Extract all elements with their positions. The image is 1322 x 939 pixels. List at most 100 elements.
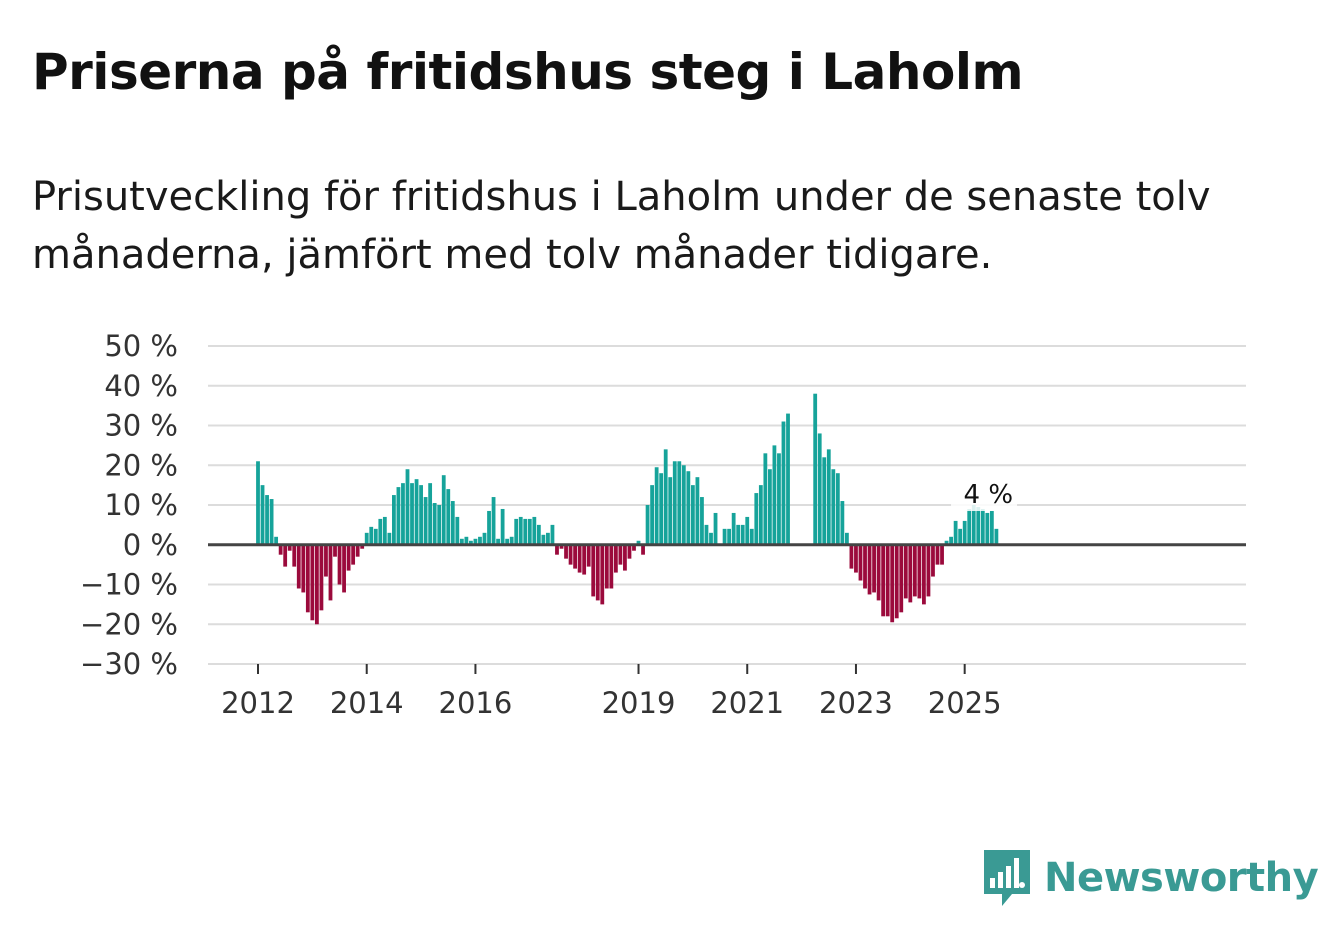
bar-negative bbox=[586, 544, 591, 567]
bar-positive bbox=[269, 499, 274, 545]
bar-positive bbox=[514, 518, 519, 545]
bar-negative bbox=[908, 544, 913, 603]
bar-negative bbox=[867, 544, 872, 595]
bar-positive bbox=[500, 508, 505, 545]
bar-positive bbox=[496, 538, 500, 545]
bar-negative bbox=[890, 544, 895, 623]
bar-positive bbox=[423, 497, 428, 545]
bar-positive bbox=[482, 532, 487, 545]
bar-positive bbox=[758, 485, 763, 545]
bar-positive bbox=[681, 465, 686, 545]
bar-negative bbox=[613, 544, 618, 573]
bar-positive bbox=[786, 413, 790, 545]
data-label-latest: 4 % bbox=[964, 480, 1014, 510]
price-change-chart: 50 % 40 % 30 % 20 % 10 % 0 % −10 % −20 % −30 % 2… bbox=[80, 329, 1246, 720]
bar-negative bbox=[926, 544, 931, 597]
bar-positive bbox=[958, 528, 963, 545]
bar-positive bbox=[536, 524, 541, 545]
bar-negative bbox=[324, 544, 328, 577]
bar-positive bbox=[767, 469, 772, 545]
bar-negative bbox=[305, 544, 310, 613]
bar-negative bbox=[314, 544, 319, 625]
y-tick-label: −30 % bbox=[80, 647, 178, 681]
bar-positive bbox=[840, 501, 845, 545]
x-tick-label: 2012 bbox=[221, 686, 295, 720]
bar-negative bbox=[885, 544, 890, 617]
bar-positive bbox=[636, 540, 641, 545]
bar-negative bbox=[854, 544, 858, 573]
bar-positive bbox=[509, 536, 514, 545]
bar-negative bbox=[555, 544, 559, 555]
bar-positive bbox=[727, 528, 732, 545]
bar-negative bbox=[319, 544, 324, 611]
bar-positive bbox=[459, 538, 464, 545]
y-tick-label: 10 % bbox=[104, 488, 178, 522]
bar-positive bbox=[405, 469, 410, 545]
bars bbox=[256, 393, 999, 625]
bar-positive bbox=[989, 510, 994, 545]
bar-negative bbox=[863, 544, 867, 589]
bar-negative bbox=[872, 544, 876, 593]
newsworthy-logo: Newsworthy bbox=[982, 848, 1319, 908]
data-labels: 4 % bbox=[951, 480, 1018, 512]
bar-positive bbox=[686, 471, 691, 545]
bar-positive bbox=[700, 497, 704, 545]
bar-negative bbox=[894, 544, 899, 619]
bar-positive bbox=[772, 445, 777, 545]
bar-positive bbox=[654, 467, 659, 545]
bar-negative bbox=[310, 544, 315, 621]
bar-positive bbox=[392, 495, 396, 545]
bar-negative bbox=[301, 544, 306, 593]
bar-positive bbox=[749, 528, 754, 545]
bar-negative bbox=[641, 544, 645, 555]
bar-positive bbox=[740, 524, 745, 545]
bar-negative bbox=[333, 544, 337, 557]
y-tick-label: 50 % bbox=[104, 329, 178, 363]
bar-positive bbox=[663, 449, 668, 545]
bar-positive bbox=[777, 453, 781, 545]
x-tick-label: 2016 bbox=[439, 686, 513, 720]
bar-positive bbox=[410, 483, 414, 545]
bar-positive bbox=[672, 461, 677, 545]
bar-negative bbox=[292, 544, 297, 567]
bar-positive bbox=[704, 524, 709, 545]
y-tick-label: 0 % bbox=[123, 528, 178, 562]
bar-negative bbox=[568, 544, 573, 565]
bar-positive bbox=[450, 501, 455, 545]
bar-negative bbox=[342, 544, 346, 593]
newsworthy-logo-text: Newsworthy bbox=[1044, 855, 1319, 901]
bar-positive bbox=[382, 516, 387, 545]
bar-positive bbox=[414, 479, 419, 545]
bar-negative bbox=[591, 544, 596, 597]
y-axis-tick-labels: 50 % 40 % 30 % 20 % 10 % 0 % −10 % −20 % −30 % bbox=[80, 329, 178, 681]
x-tick-label: 2023 bbox=[819, 686, 893, 720]
bar-positive bbox=[835, 473, 840, 545]
bar-positive bbox=[378, 518, 383, 545]
bar-negative bbox=[355, 544, 360, 557]
bar-positive bbox=[432, 503, 437, 545]
bar-negative bbox=[573, 544, 577, 569]
bar-negative bbox=[283, 544, 288, 567]
bar-positive bbox=[650, 485, 655, 545]
bar-positive bbox=[994, 528, 999, 545]
bar-positive bbox=[781, 421, 786, 545]
bar-negative bbox=[627, 544, 632, 559]
bar-negative bbox=[564, 544, 568, 559]
x-axis-ticks: 2012 2014 2016 2019 2021 2023 2025 bbox=[221, 664, 1002, 720]
bar-positive bbox=[491, 497, 496, 545]
bar-positive bbox=[527, 518, 532, 545]
newsworthy-logo-icon bbox=[984, 850, 1030, 906]
page-title: Priserna på fritidshus steg i Laholm bbox=[32, 43, 1024, 101]
y-tick-label: 40 % bbox=[104, 369, 178, 403]
gridlines bbox=[208, 345, 1246, 665]
bar-negative bbox=[935, 544, 940, 565]
bar-negative bbox=[618, 544, 623, 565]
bar-negative bbox=[931, 544, 935, 577]
bar-positive bbox=[677, 461, 682, 545]
bar-negative bbox=[876, 544, 881, 601]
bar-positive bbox=[985, 512, 990, 545]
bar-positive bbox=[541, 534, 546, 545]
bar-negative bbox=[582, 544, 587, 575]
bar-positive bbox=[387, 532, 392, 545]
bar-negative bbox=[296, 544, 301, 589]
